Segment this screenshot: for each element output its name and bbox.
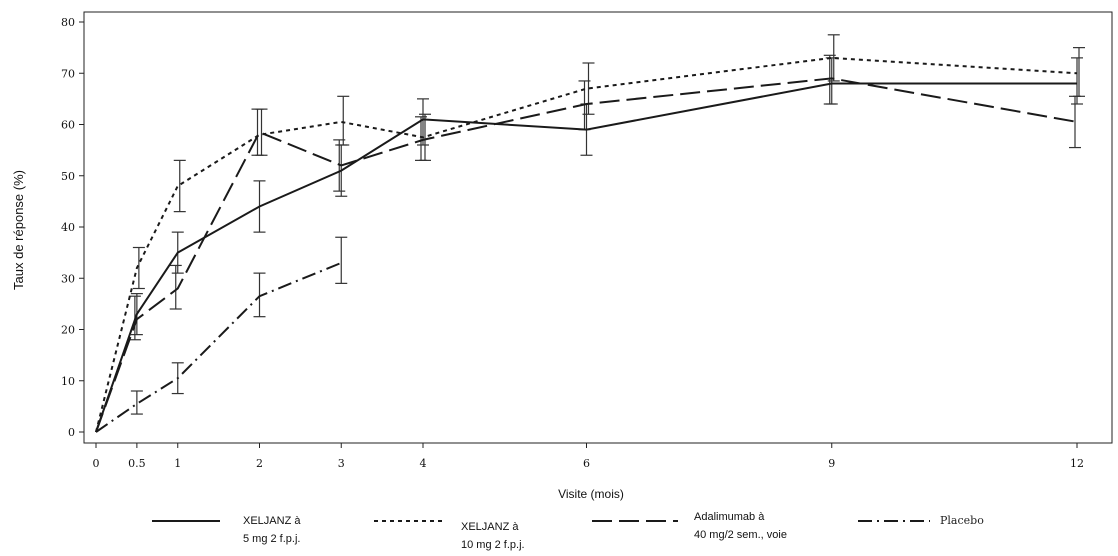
y-tick-label: 20 [61, 324, 75, 337]
y-axis-title: Taux de réponse (%) [11, 170, 26, 290]
x-tick-label: 3 [338, 457, 345, 470]
y-tick-label: 10 [61, 375, 75, 388]
x-tick-label: 0 [93, 457, 100, 470]
x-tick-label: 6 [583, 457, 590, 470]
series-line-1 [95, 82, 1077, 433]
x-tick-label: 0.5 [128, 457, 146, 470]
x-tick-label: 4 [420, 457, 427, 470]
plot-frame [83, 11, 1113, 444]
x-tick-label: 12 [1070, 457, 1084, 470]
series-line-3 [95, 77, 1078, 433]
y-tick-label: 80 [61, 16, 75, 29]
axes [83, 11, 1113, 444]
x-axis-title: Visite (mois) [558, 487, 624, 501]
y-tick-label: 70 [61, 67, 75, 80]
series-line-2 [95, 56, 1078, 433]
legend-label-4: Placebo [940, 514, 984, 527]
series-line-4 [95, 261, 342, 433]
y-tick-label: 40 [61, 221, 75, 234]
legend-label-2: XELJANZ à 10 mg 2 f.p.j. [461, 521, 525, 551]
legend-label-3: Adalimumab à 40 mg/2 sem., voie [694, 511, 787, 541]
x-tick-label: 9 [828, 457, 835, 470]
y-tick-label: 30 [61, 272, 75, 285]
y-tick-label: 0 [68, 426, 75, 439]
x-tick-label: 2 [256, 457, 263, 470]
y-tick-label: 50 [61, 170, 75, 183]
error-bars [128, 34, 1085, 415]
y-tick-label: 60 [61, 119, 75, 132]
series-lines [95, 56, 1078, 433]
x-tick-label: 1 [174, 457, 181, 470]
